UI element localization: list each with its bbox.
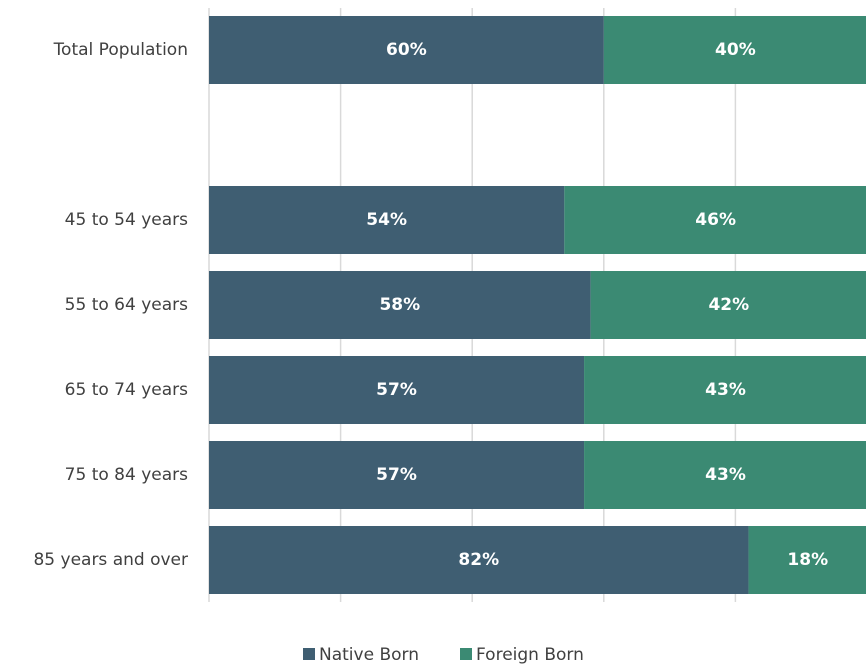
y-tick-label: 45 to 54 years [65, 210, 188, 230]
bar-segment [603, 16, 866, 84]
bar-segment [584, 441, 866, 509]
bar-segment [564, 186, 866, 254]
legend-label: Foreign Born [476, 645, 584, 665]
data-label: 40% [715, 40, 756, 60]
bar-segment [209, 186, 565, 254]
y-tick-label: Total Population [53, 40, 188, 60]
data-label: 42% [708, 295, 749, 315]
data-label: 60% [386, 40, 427, 60]
data-label: 57% [376, 465, 417, 485]
data-label: 54% [366, 210, 407, 230]
bar-segment [209, 356, 585, 424]
data-label: 82% [458, 550, 499, 570]
y-tick-label: 55 to 64 years [65, 295, 188, 315]
data-label: 57% [376, 380, 417, 400]
bar-segment [209, 526, 749, 594]
y-tick-label: 75 to 84 years [65, 465, 188, 485]
data-label: 43% [705, 380, 746, 400]
y-tick-label: 85 years and over [33, 550, 188, 570]
bar-segment [584, 356, 866, 424]
bar-segment [209, 271, 591, 339]
legend-label: Native Born [319, 645, 419, 665]
bar-segment [209, 16, 604, 84]
bar-segment [209, 441, 585, 509]
y-tick-label: 65 to 74 years [65, 380, 188, 400]
data-label: 46% [695, 210, 736, 230]
legend-swatch [303, 648, 315, 660]
bar-segment [748, 526, 866, 594]
data-label: 58% [379, 295, 420, 315]
data-label: 43% [705, 465, 746, 485]
bar-segment [590, 271, 866, 339]
data-label: 18% [787, 550, 828, 570]
legend-swatch [460, 648, 472, 660]
